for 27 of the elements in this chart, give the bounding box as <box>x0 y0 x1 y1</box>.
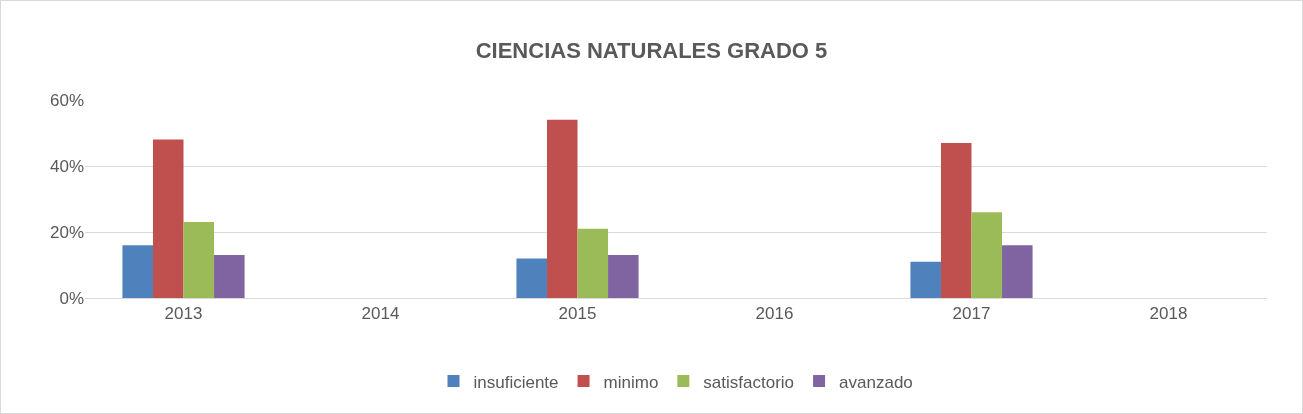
legend-label: avanzado <box>839 372 913 392</box>
y-tick-label: 40% <box>49 156 84 176</box>
x-tick-label: 2013 <box>164 304 203 324</box>
bar <box>910 261 941 298</box>
bar <box>1002 245 1033 298</box>
x-tick-label: 2014 <box>361 304 400 324</box>
bar <box>546 119 578 298</box>
y-tick-label: 60% <box>49 90 84 110</box>
bar <box>971 212 1003 298</box>
bar <box>608 255 639 298</box>
bar <box>940 142 972 298</box>
legend-label: satisfactorio <box>703 372 795 392</box>
y-tick-label: 20% <box>49 222 84 242</box>
legend-label: insuficiente <box>473 372 559 392</box>
y-tick-label: 0% <box>59 288 84 308</box>
chart-title: CIENCIAS NATURALES GRADO 5 <box>475 38 828 64</box>
bar <box>577 228 609 298</box>
x-tick-label: 2015 <box>558 304 597 324</box>
bar <box>183 222 215 298</box>
legend-label: minimo <box>603 372 659 392</box>
bar <box>214 255 245 298</box>
bar <box>152 139 184 298</box>
bar <box>516 258 547 298</box>
x-tick-label: 2018 <box>1149 304 1188 324</box>
bar <box>122 245 153 298</box>
x-tick-label: 2017 <box>952 304 991 324</box>
x-tick-label: 2016 <box>755 304 794 324</box>
